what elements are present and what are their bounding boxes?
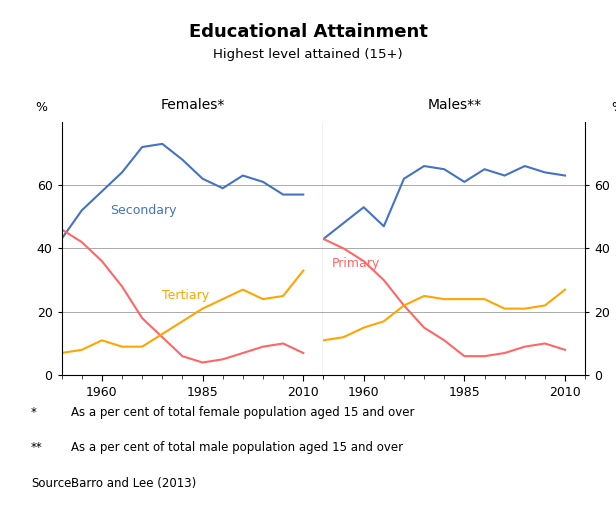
Text: Highest level attained (15+): Highest level attained (15+) bbox=[213, 48, 403, 61]
Text: *: * bbox=[31, 406, 37, 419]
Text: Males**: Males** bbox=[428, 97, 481, 112]
Text: As a per cent of total male population aged 15 and over: As a per cent of total male population a… bbox=[71, 441, 403, 454]
Text: As a per cent of total female population aged 15 and over: As a per cent of total female population… bbox=[71, 406, 415, 419]
Text: Females*: Females* bbox=[160, 97, 225, 112]
Text: **: ** bbox=[31, 441, 43, 454]
Text: %: % bbox=[36, 101, 47, 114]
Text: Barro and Lee (2013): Barro and Lee (2013) bbox=[71, 477, 196, 490]
Text: %: % bbox=[611, 101, 616, 114]
Text: Tertiary: Tertiary bbox=[162, 289, 209, 302]
Text: Secondary: Secondary bbox=[110, 204, 176, 216]
Text: Source:: Source: bbox=[31, 477, 75, 490]
Text: Educational Attainment: Educational Attainment bbox=[188, 23, 428, 41]
Text: Primary: Primary bbox=[331, 258, 379, 270]
